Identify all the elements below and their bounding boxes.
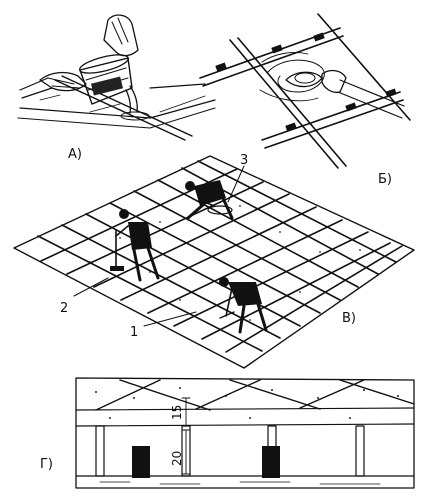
- concrete-texture: [95, 387, 399, 419]
- trowel-icon: [285, 71, 323, 88]
- worker-with-rammer: [110, 209, 160, 282]
- hand-icon: [321, 69, 405, 119]
- panel-v-tile-grid-scene: 1 2 3 В): [13, 153, 415, 369]
- dimension-20: 20: [170, 451, 184, 466]
- panel-g-section-detail: 15 20 Г): [40, 377, 415, 489]
- tile-floor-outline: [13, 155, 415, 369]
- panel-b-label: Б): [378, 172, 392, 187]
- panel-g-label: Г): [40, 457, 53, 472]
- panel-b-smoothing-scene: Б): [199, 13, 411, 187]
- callout-3: 3: [240, 153, 248, 168]
- worker-at-spot: [185, 180, 234, 220]
- tile-joints: [37, 160, 403, 353]
- panel-a-pouring-scene: А): [17, 14, 216, 162]
- callout-1: 1: [130, 325, 138, 340]
- panel-a-label: А): [68, 147, 82, 162]
- callout-2: 2: [60, 301, 68, 316]
- dimension-15: 15: [170, 405, 184, 420]
- hand-icon: [19, 14, 139, 99]
- joint-strips: [95, 425, 365, 478]
- rail-clamps: [215, 32, 397, 132]
- panel-v-label: В): [342, 311, 356, 326]
- worker-finishing: [219, 277, 268, 334]
